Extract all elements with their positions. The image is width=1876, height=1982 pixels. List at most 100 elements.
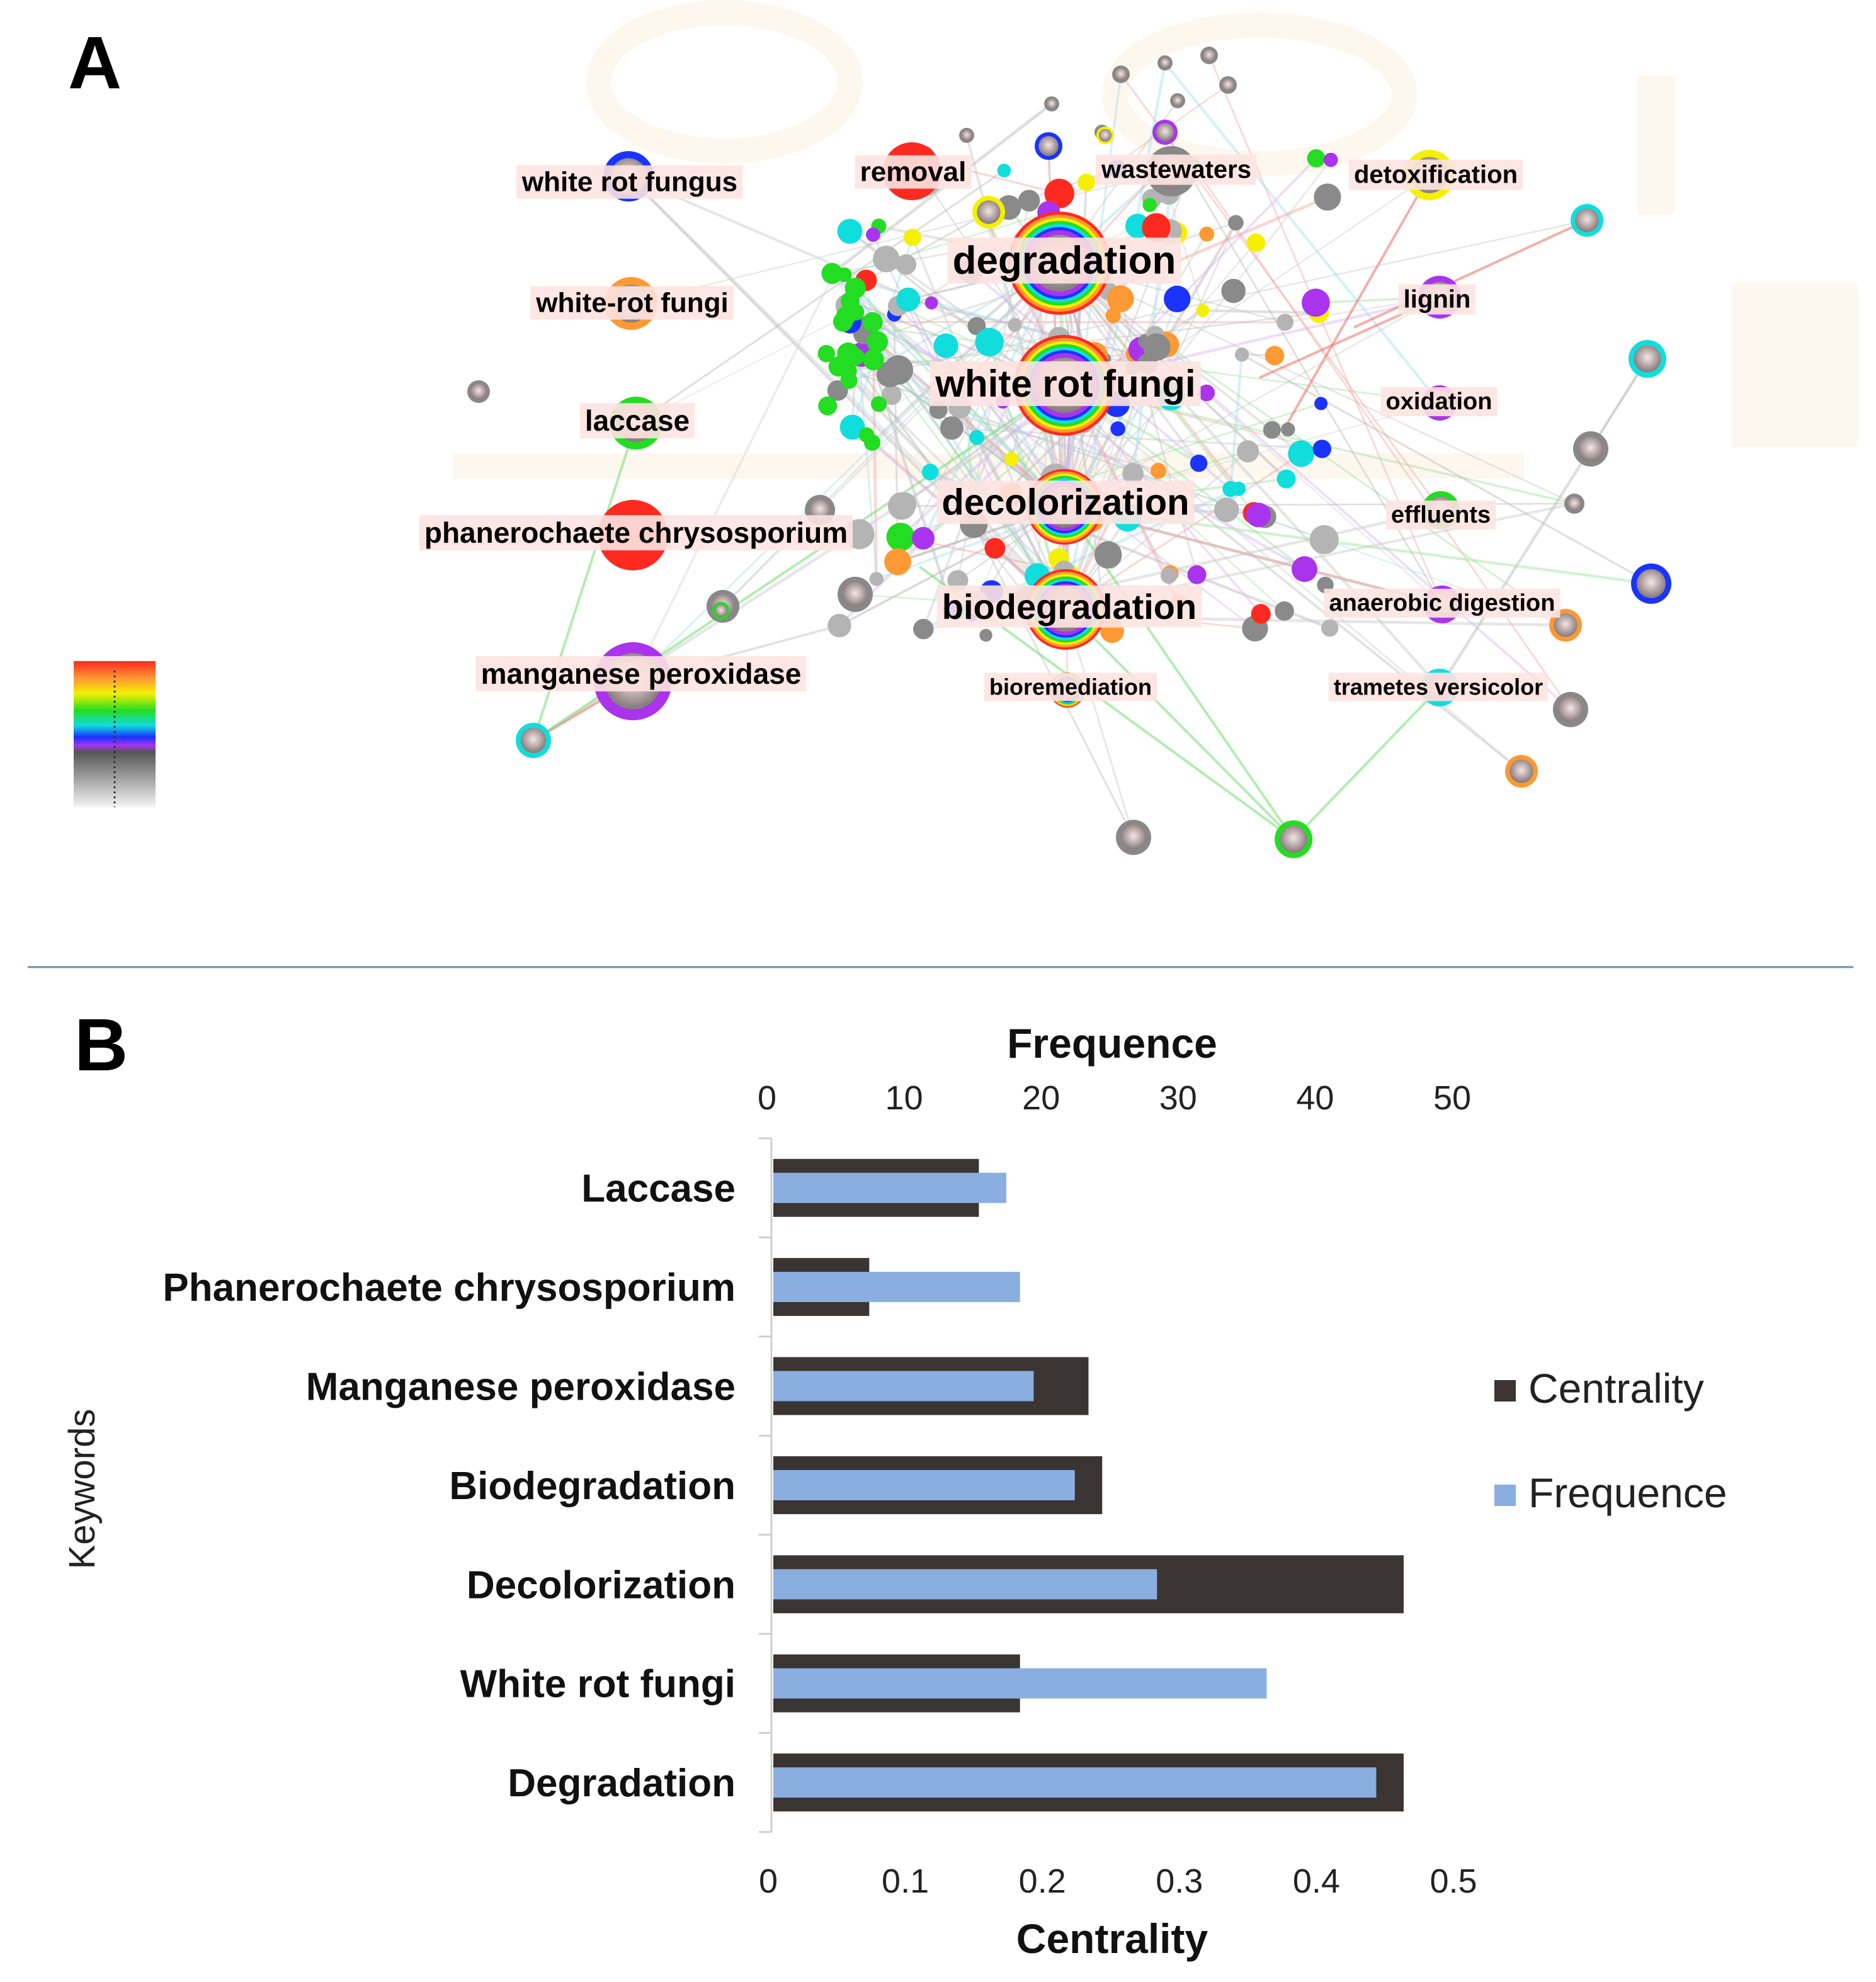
network-node[interactable] (837, 218, 863, 244)
network-node[interactable] (712, 602, 730, 620)
network-node[interactable] (827, 613, 851, 638)
network-node[interactable] (1008, 317, 1022, 332)
network-node[interactable] (1142, 213, 1171, 242)
network-node[interactable] (1571, 204, 1603, 237)
network-node[interactable] (1505, 755, 1538, 788)
network-node[interactable] (886, 523, 915, 552)
network-node[interactable] (1265, 346, 1285, 366)
network-node[interactable] (975, 327, 1004, 357)
network-node[interactable] (969, 430, 984, 445)
network-node[interactable] (1170, 93, 1185, 108)
network-node[interactable] (840, 371, 858, 389)
network-node[interactable] (1321, 619, 1339, 637)
network-node[interactable] (1110, 421, 1125, 436)
network-node[interactable] (903, 229, 921, 247)
network-node[interactable] (818, 396, 838, 416)
network-node[interactable] (1214, 497, 1239, 523)
network-node[interactable] (870, 396, 887, 412)
network-node[interactable] (873, 246, 900, 273)
network-node[interactable] (862, 312, 883, 333)
network-node[interactable] (1077, 173, 1096, 191)
network-node[interactable] (924, 296, 938, 310)
network-node[interactable] (1553, 692, 1588, 727)
network-node[interactable] (1309, 524, 1339, 555)
network-node[interactable] (1142, 198, 1157, 212)
network-node[interactable] (1035, 132, 1062, 160)
network-node[interactable] (1143, 333, 1171, 361)
network-node[interactable] (1281, 422, 1295, 437)
network-node[interactable] (984, 538, 1006, 559)
network-node[interactable] (1275, 820, 1312, 858)
network-node[interactable] (1288, 440, 1315, 467)
network-node[interactable] (972, 196, 1005, 229)
network-node[interactable] (1044, 96, 1059, 111)
network-node[interactable] (1573, 431, 1608, 467)
network-node[interactable] (1198, 384, 1215, 402)
network-node[interactable] (1631, 563, 1671, 604)
network-node[interactable] (1302, 288, 1330, 317)
network-node[interactable] (1312, 439, 1331, 458)
network-node[interactable] (940, 416, 964, 440)
network-node[interactable] (895, 254, 917, 275)
network-node[interactable] (1199, 226, 1215, 242)
network-node[interactable] (1263, 421, 1281, 439)
network-node[interactable] (1096, 127, 1114, 144)
network-node[interactable] (867, 331, 889, 353)
network-node[interactable] (836, 306, 856, 326)
network-node[interactable] (1094, 541, 1122, 569)
network-node[interactable] (1234, 347, 1249, 362)
network-node[interactable] (1307, 149, 1326, 167)
network-node[interactable] (1152, 120, 1178, 145)
network-node[interactable] (997, 164, 1011, 178)
network-node[interactable] (828, 356, 849, 377)
network-node[interactable] (839, 414, 865, 440)
network-node[interactable] (881, 385, 902, 405)
network-node[interactable] (866, 227, 880, 242)
network-node[interactable] (1251, 604, 1271, 624)
network-node[interactable] (1187, 565, 1207, 584)
network-node[interactable] (1237, 440, 1259, 463)
network-node[interactable] (1160, 567, 1178, 584)
network-node[interactable] (1246, 233, 1266, 252)
network-node[interactable] (1231, 481, 1246, 496)
network-node[interactable] (1292, 556, 1317, 582)
network-node[interactable] (863, 349, 884, 371)
network-node[interactable] (1112, 65, 1130, 83)
network-node[interactable] (1629, 340, 1666, 378)
network-node[interactable] (1018, 190, 1040, 212)
network-node[interactable] (847, 348, 865, 366)
network-node[interactable] (1276, 469, 1296, 489)
network-node[interactable] (1150, 462, 1167, 479)
network-node[interactable] (869, 572, 884, 586)
network-node[interactable] (1190, 455, 1208, 472)
network-node[interactable] (1164, 285, 1191, 312)
network-node[interactable] (863, 434, 881, 451)
network-node[interactable] (1106, 285, 1134, 312)
network-node[interactable] (1116, 820, 1151, 855)
network-node[interactable] (1564, 494, 1584, 514)
network-node[interactable] (893, 492, 917, 516)
network-node[interactable] (1323, 152, 1338, 167)
network-node[interactable] (1004, 451, 1019, 467)
network-node[interactable] (516, 723, 551, 758)
network-node[interactable] (912, 526, 935, 550)
network-node[interactable] (1314, 183, 1341, 211)
network-node[interactable] (1246, 502, 1271, 528)
network-node[interactable] (959, 128, 974, 143)
network-node[interactable] (1122, 463, 1144, 485)
network-node[interactable] (838, 577, 873, 612)
network-node[interactable] (1200, 47, 1218, 64)
network-node[interactable] (1275, 601, 1294, 621)
network-node[interactable] (921, 463, 939, 481)
network-node[interactable] (884, 548, 911, 575)
network-node[interactable] (824, 267, 842, 284)
network-node[interactable] (1196, 303, 1210, 317)
network-node[interactable] (1221, 278, 1246, 303)
network-node[interactable] (876, 361, 903, 388)
network-node[interactable] (467, 380, 490, 403)
network-node[interactable] (817, 344, 835, 363)
network-node[interactable] (913, 618, 934, 640)
network-node[interactable] (933, 333, 958, 358)
network-node[interactable] (896, 287, 921, 312)
network-node[interactable] (1219, 76, 1237, 94)
